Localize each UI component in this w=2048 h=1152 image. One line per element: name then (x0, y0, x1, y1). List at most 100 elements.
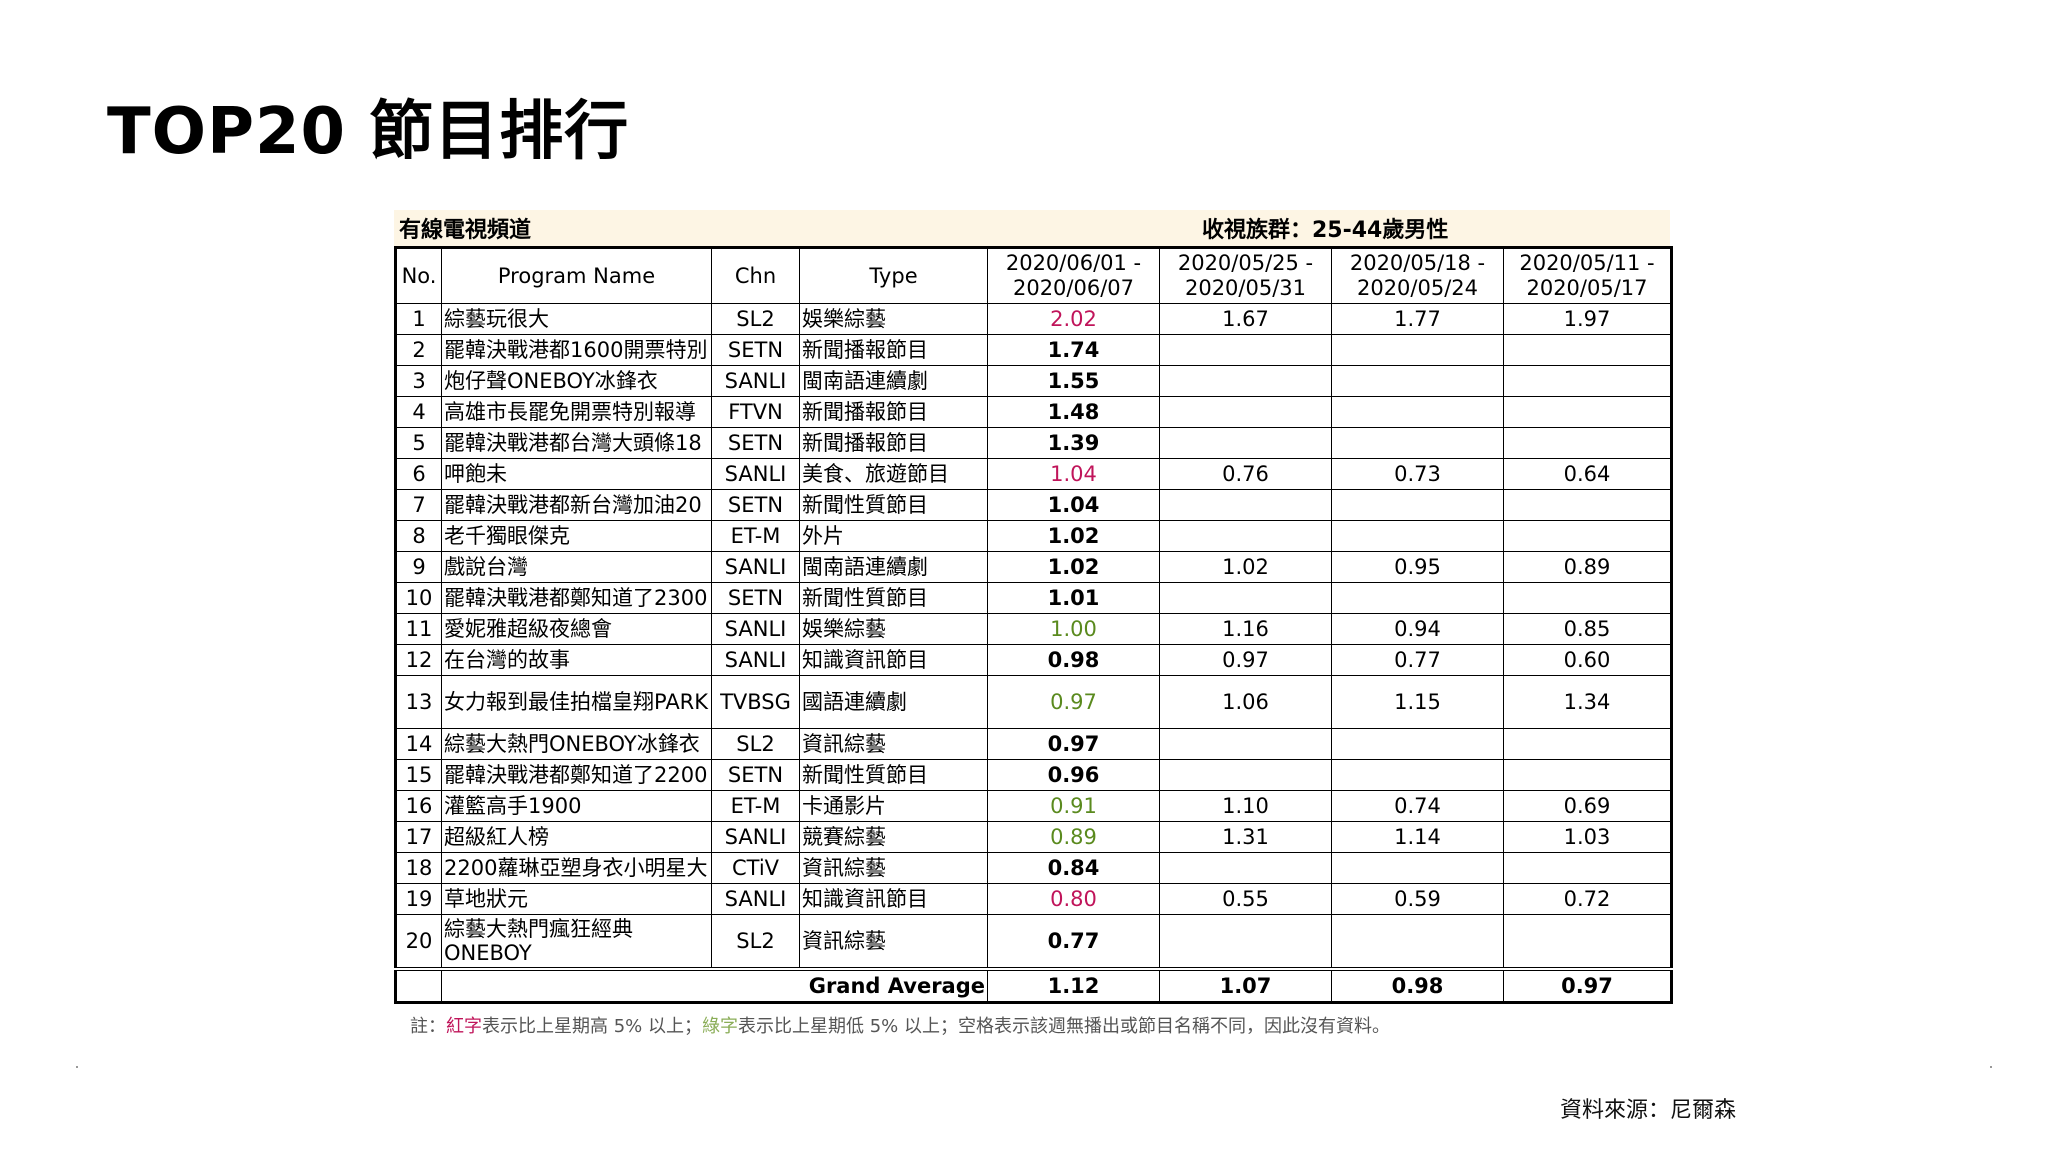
program-type: 資訊綜藝 (799, 852, 988, 884)
row-no: 9 (395, 551, 442, 583)
channel: SANLI (711, 551, 800, 583)
rating-week-3: 0.94 (1331, 613, 1504, 645)
table-caption: 有線電視頻道 收視族群：25-44歲男性 (394, 210, 1670, 246)
avg-week-1: 1.12 (987, 967, 1160, 1003)
rating-week-2 (1159, 427, 1332, 459)
rating-week-2 (1159, 365, 1332, 397)
channel: ET-M (711, 790, 800, 822)
channel: SL2 (711, 303, 800, 335)
rating-week-4 (1503, 396, 1672, 428)
channel: SANLI (711, 883, 800, 915)
table-row: 18 2200蘿琳亞塑身衣小明星大 CTiV 資訊綜藝 0.84 (395, 852, 1672, 884)
grand-average-label: Grand Average (441, 967, 988, 1003)
table-row: 20 綜藝大熱門瘋狂經典ONEBOY SL2 資訊綜藝 0.77 (395, 914, 1672, 970)
avg-week-4: 0.97 (1503, 967, 1672, 1003)
row-no: 7 (395, 489, 442, 521)
rating-week-1: 1.02 (987, 551, 1160, 583)
rating-week-2: 1.06 (1159, 675, 1332, 729)
rating-week-2 (1159, 334, 1332, 366)
rating-week-1: 1.01 (987, 582, 1160, 614)
avg-empty (395, 967, 442, 1003)
table-row: 19 草地狀元 SANLI 知識資訊節目 0.80 0.55 0.59 0.72 (395, 883, 1672, 915)
program-type: 美食、旅遊節目 (799, 458, 988, 490)
rating-week-2 (1159, 582, 1332, 614)
col-no: No. (395, 247, 442, 304)
rating-week-1: 0.80 (987, 883, 1160, 915)
row-no: 5 (395, 427, 442, 459)
rating-week-4 (1503, 520, 1672, 552)
table-body: 1 綜藝玩很大 SL2 娛樂綜藝 2.02 1.67 1.77 1.97 2 罷韓決戰港都1600… (395, 303, 1672, 970)
row-no: 3 (395, 365, 442, 397)
rating-week-1: 0.84 (987, 852, 1160, 884)
table-row: 17 超級紅人榜 SANLI 競賽綜藝 0.89 1.31 1.14 1.03 (395, 821, 1672, 853)
row-no: 2 (395, 334, 442, 366)
rating-week-3 (1331, 396, 1504, 428)
rating-week-4: 0.72 (1503, 883, 1672, 915)
rating-week-2 (1159, 728, 1332, 760)
channel: SETN (711, 582, 800, 614)
rating-week-4: 1.34 (1503, 675, 1672, 729)
ratings-table: No. Program Name Chn Type 2020/06/01 -20… (394, 246, 1673, 1004)
channel: SANLI (711, 365, 800, 397)
row-no: 4 (395, 396, 442, 428)
program-name: 綜藝大熱門瘋狂經典ONEBOY (441, 914, 712, 970)
program-name: 罷韓決戰港都1600開票特別 (441, 334, 712, 366)
program-type: 國語連續劇 (799, 675, 988, 729)
program-type: 新聞播報節目 (799, 334, 988, 366)
rating-week-3: 0.59 (1331, 883, 1504, 915)
rating-week-4: 0.85 (1503, 613, 1672, 645)
rating-week-4 (1503, 334, 1672, 366)
avg-week-2: 1.07 (1159, 967, 1332, 1003)
rating-week-2: 1.10 (1159, 790, 1332, 822)
program-type: 知識資訊節目 (799, 644, 988, 676)
rating-week-1: 0.91 (987, 790, 1160, 822)
caption-audience: 收視族群：25-44歲男性 (1202, 218, 1449, 243)
channel: SETN (711, 489, 800, 521)
channel: SETN (711, 427, 800, 459)
rating-week-3 (1331, 365, 1504, 397)
rating-week-1: 0.98 (987, 644, 1160, 676)
week-3-start: 2020/05/18 - (1349, 251, 1486, 275)
program-type: 外片 (799, 520, 988, 552)
col-type: Type (799, 247, 988, 304)
program-name: 綜藝玩很大 (441, 303, 712, 335)
rating-week-2: 0.55 (1159, 883, 1332, 915)
row-no: 6 (395, 458, 442, 490)
table-row: 3 炮仔聲ONEBOY冰鋒衣 SANLI 閩南語連續劇 1.55 (395, 365, 1672, 397)
rating-week-2 (1159, 489, 1332, 521)
col-week-1: 2020/06/01 -2020/06/07 (987, 247, 1160, 304)
rating-week-3: 0.74 (1331, 790, 1504, 822)
row-no: 17 (395, 821, 442, 853)
col-week-3: 2020/05/18 -2020/05/24 (1331, 247, 1504, 304)
table-row: 8 老千獨眼傑克 ET-M 外片 1.02 (395, 520, 1672, 552)
program-type: 娛樂綜藝 (799, 613, 988, 645)
rating-week-3: 1.14 (1331, 821, 1504, 853)
footnote: 註：紅字表示比上星期高 5% 以上；綠字表示比上星期低 5% 以上；空格表示該週… (410, 1012, 1390, 1038)
program-type: 閩南語連續劇 (799, 551, 988, 583)
rating-week-3: 1.77 (1331, 303, 1504, 335)
rating-week-2 (1159, 759, 1332, 791)
channel: SL2 (711, 728, 800, 760)
note-mid-2: 表示比上星期低 5% 以上；空格表示該週無播出或節目名稱不同，因此沒有資料。 (738, 1016, 1390, 1037)
rating-week-3 (1331, 520, 1504, 552)
rating-week-3: 0.73 (1331, 458, 1504, 490)
rating-week-1: 1.02 (987, 520, 1160, 552)
table-row: 12 在台灣的故事 SANLI 知識資訊節目 0.98 0.97 0.77 0.60 (395, 644, 1672, 676)
rating-week-1: 1.04 (987, 458, 1160, 490)
row-no: 11 (395, 613, 442, 645)
rating-week-4: 0.64 (1503, 458, 1672, 490)
channel: ET-M (711, 520, 800, 552)
rating-week-4: 0.60 (1503, 644, 1672, 676)
page-title: TOP20 節目排行 (107, 95, 630, 169)
program-name: 超級紅人榜 (441, 821, 712, 853)
rating-week-4 (1503, 365, 1672, 397)
rating-week-1: 0.89 (987, 821, 1160, 853)
rating-week-3 (1331, 427, 1504, 459)
row-no: 15 (395, 759, 442, 791)
program-name: 炮仔聲ONEBOY冰鋒衣 (441, 365, 712, 397)
row-no: 19 (395, 883, 442, 915)
program-type: 新聞性質節目 (799, 582, 988, 614)
col-chn: Chn (711, 247, 800, 304)
data-source: 資料來源：尼爾森 (1560, 1098, 1737, 1123)
program-name: 呷飽未 (441, 458, 712, 490)
